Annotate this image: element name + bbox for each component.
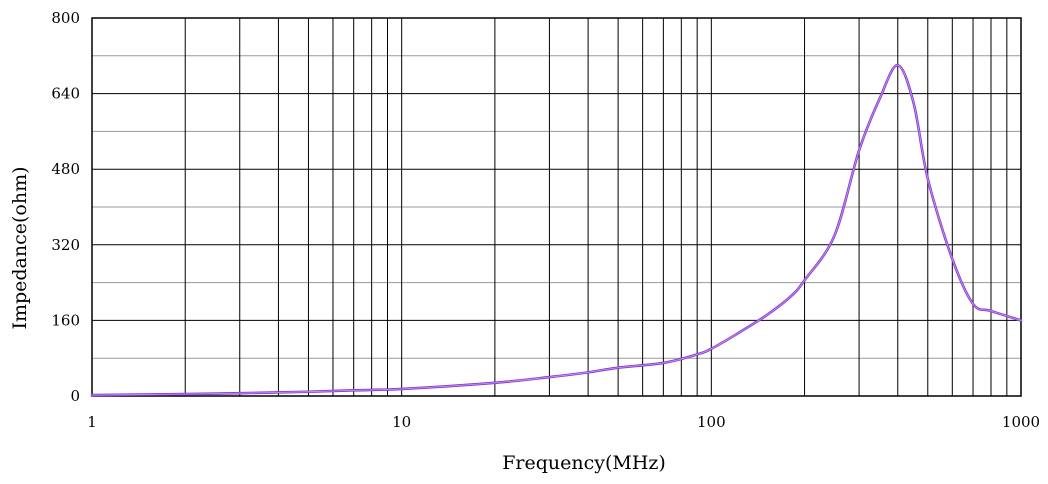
x-tick-label: 1000 bbox=[1002, 413, 1040, 431]
y-tick-label: 800 bbox=[51, 9, 80, 27]
x-tick-label: 1 bbox=[87, 413, 97, 431]
x-gridlines bbox=[91, 18, 1022, 396]
y-tick-label: 0 bbox=[70, 387, 80, 405]
y-tick-label: 480 bbox=[51, 160, 80, 178]
minor-y-gridlines bbox=[92, 55, 1021, 359]
y-tick-labels: 0 160 320 480 640 800 bbox=[51, 9, 80, 405]
series-line-highlight bbox=[91, 64, 1022, 396]
plot-area-frame bbox=[91, 17, 1022, 397]
y-tick-label: 640 bbox=[51, 85, 80, 103]
x-axis-title: Frequency(MHz) bbox=[502, 452, 666, 474]
y-axis-title: Impedance(ohm) bbox=[9, 166, 31, 329]
x-tick-labels: 1 10 100 1000 bbox=[87, 413, 1040, 431]
y-tick-label: 320 bbox=[51, 236, 80, 254]
x-tick-label: 10 bbox=[392, 413, 411, 431]
x-tick-label: 100 bbox=[697, 413, 726, 431]
y-tick-label: 160 bbox=[51, 311, 80, 329]
series-layer bbox=[90, 63, 1023, 397]
